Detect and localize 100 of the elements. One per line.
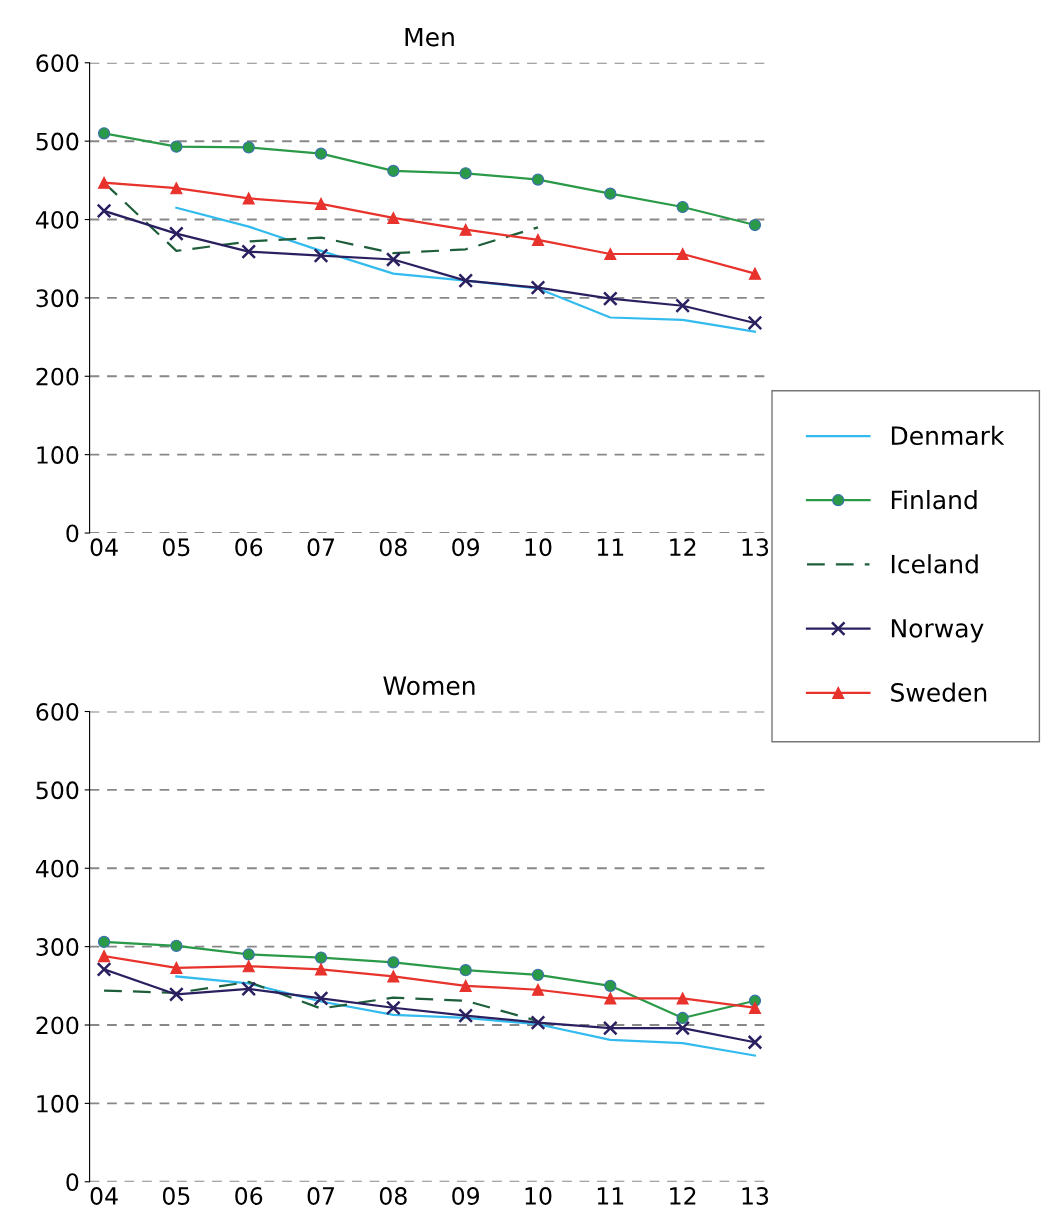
y-tick-label: 200 — [36, 1016, 79, 1035]
x-tick-label: 06 — [235, 538, 263, 557]
point — [604, 979, 617, 992]
point — [241, 244, 257, 260]
x-tick-label: 08 — [379, 538, 407, 557]
x-tick-label: 11 — [597, 538, 624, 556]
point — [748, 218, 762, 232]
point — [97, 176, 111, 189]
point — [675, 1020, 691, 1036]
x-tick-label: 13 — [742, 538, 769, 557]
point — [170, 182, 183, 195]
x-tick-label: 08 — [379, 1187, 407, 1205]
x-tick-label: 11 — [597, 1187, 624, 1205]
point — [168, 226, 184, 242]
point — [387, 211, 400, 225]
chart-title: Men — [405, 27, 454, 47]
y-tick-label: 600 — [36, 702, 79, 721]
point — [530, 280, 546, 296]
point — [242, 141, 255, 154]
point — [385, 1000, 401, 1016]
point — [676, 200, 689, 214]
point — [604, 992, 617, 1005]
point — [313, 990, 329, 1006]
y-tick-label: 200 — [36, 367, 79, 386]
point — [530, 1015, 546, 1031]
point — [97, 935, 111, 949]
point — [602, 291, 618, 307]
point — [242, 948, 255, 961]
chart-title: Women — [383, 676, 475, 696]
point — [97, 949, 111, 963]
point — [604, 247, 617, 261]
y-tick-label: 0 — [66, 1173, 79, 1192]
y-tick-label: 300 — [36, 938, 79, 956]
point — [459, 979, 472, 992]
y-tick-label: 500 — [36, 132, 79, 151]
x-tick-label: 12 — [670, 1187, 696, 1205]
point — [747, 315, 763, 331]
point — [242, 960, 255, 973]
point — [676, 992, 689, 1005]
x-tick-label: 10 — [525, 538, 552, 557]
point — [459, 167, 472, 180]
y-tick-label: 100 — [37, 1094, 79, 1113]
y-tick-label: 300 — [36, 289, 79, 308]
point — [675, 298, 691, 314]
point — [531, 173, 545, 186]
point — [170, 939, 183, 952]
point — [97, 127, 111, 140]
x-tick-label: 04 — [90, 1187, 118, 1205]
legend-label: Iceland — [891, 554, 978, 574]
x-tick-label: 07 — [307, 1187, 335, 1205]
x-tick-label: 07 — [307, 538, 335, 557]
point — [459, 223, 472, 236]
point — [387, 164, 400, 178]
point — [313, 248, 329, 264]
point — [387, 970, 400, 983]
x-tick-label: 13 — [742, 1187, 769, 1205]
x-tick-label: 12 — [670, 538, 696, 556]
point — [314, 147, 328, 160]
line-series — [175, 975, 757, 1057]
y-tick-label: 400 — [35, 859, 79, 878]
point — [170, 961, 183, 974]
y-tick-label: 0 — [66, 524, 79, 543]
point — [748, 1001, 762, 1014]
legend-label: Sweden — [891, 682, 987, 702]
point — [168, 986, 184, 1002]
x-tick-label: 09 — [452, 1187, 480, 1205]
legend-label: Denmark — [891, 425, 1005, 446]
legend-label: Norway — [891, 619, 984, 643]
point — [96, 203, 112, 219]
point — [96, 961, 112, 977]
point — [748, 267, 762, 280]
point — [458, 1008, 474, 1024]
point — [242, 192, 255, 205]
point — [314, 197, 328, 210]
y-tick-label: 400 — [35, 210, 79, 229]
x-tick-label: 05 — [162, 538, 190, 557]
point — [241, 981, 257, 997]
point — [531, 983, 545, 996]
point — [314, 951, 328, 964]
point — [676, 1011, 689, 1025]
point — [531, 233, 545, 247]
point — [747, 1034, 763, 1050]
line-series — [175, 206, 757, 333]
point — [387, 956, 400, 969]
x-tick-label: 10 — [525, 1187, 552, 1205]
point — [676, 247, 689, 261]
y-tick-label: 500 — [36, 781, 79, 800]
point — [458, 273, 474, 289]
x-tick-label: 09 — [452, 538, 480, 557]
legend-label: Finland — [891, 489, 977, 510]
x-tick-label: 04 — [90, 538, 118, 557]
x-tick-label: 05 — [162, 1187, 190, 1205]
point — [459, 964, 472, 977]
point — [604, 187, 617, 200]
point — [170, 140, 183, 153]
y-tick-label: 600 — [36, 54, 79, 73]
point — [531, 968, 545, 981]
y-tick-label: 100 — [37, 446, 79, 464]
point — [385, 252, 401, 267]
point — [602, 1020, 618, 1036]
